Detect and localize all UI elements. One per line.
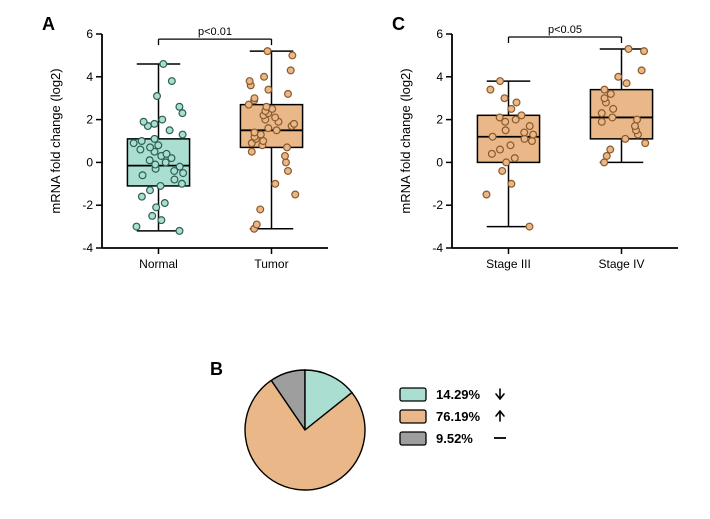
figure-stage: A-4-20246mRNA fold change (log2)NormalTu… <box>0 0 710 519</box>
legend-label: 9.52% <box>436 431 473 446</box>
legend-label: 76.19% <box>436 409 481 424</box>
legend-label: 14.29% <box>436 387 481 402</box>
pie-panel: B 14.29% 76.19% 9.52% <box>0 0 710 519</box>
panel-label: B <box>210 359 223 379</box>
